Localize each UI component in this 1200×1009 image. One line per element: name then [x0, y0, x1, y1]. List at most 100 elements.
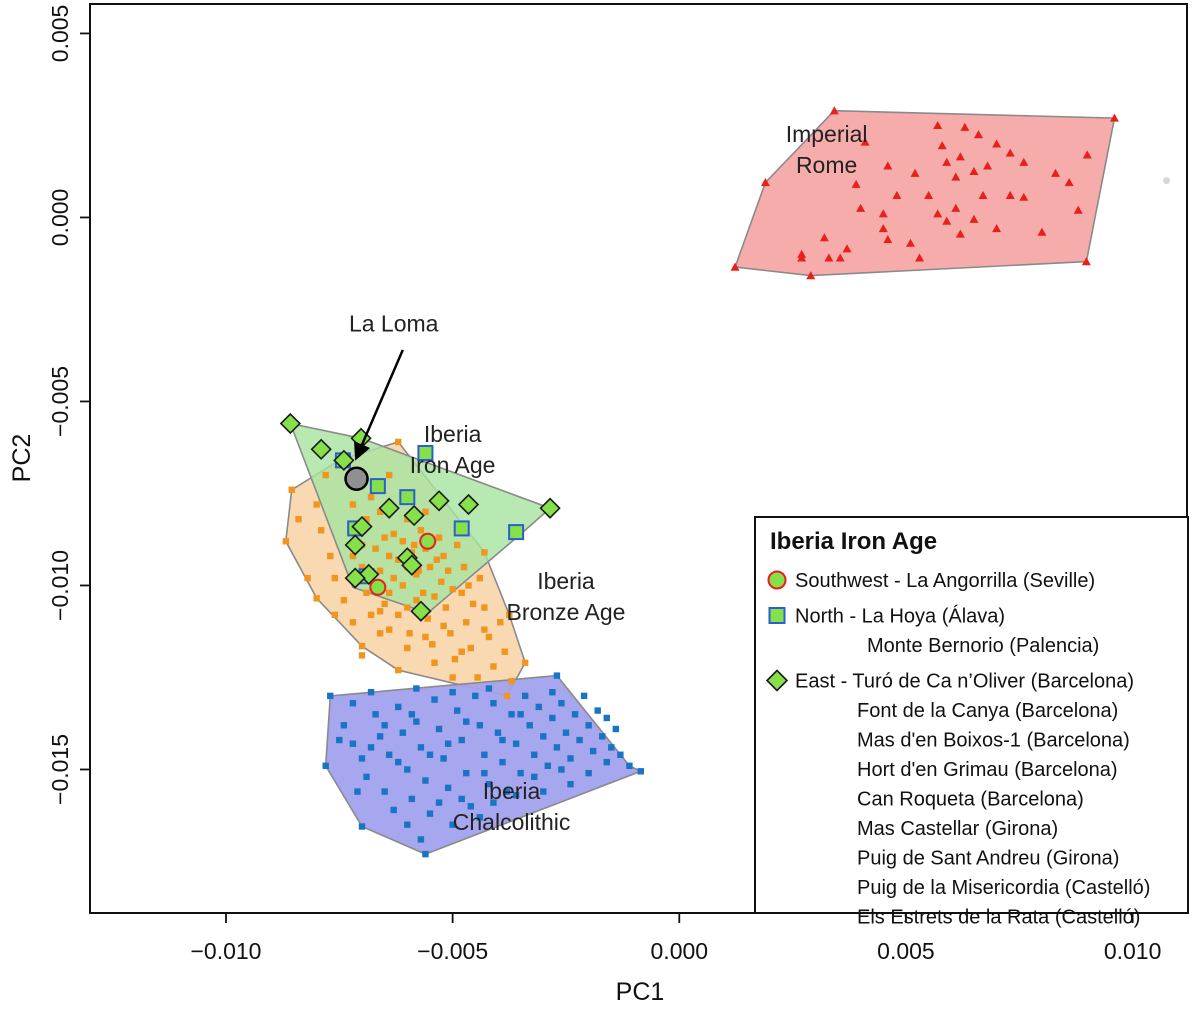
point-iberia-chalcolithic-45	[531, 751, 538, 758]
point-iberia-bronze-age-64	[426, 563, 434, 571]
point-iberia-bronze-age-36	[442, 604, 450, 611]
legend: Iberia Iron Age Southwest - La Angorrilla…	[754, 516, 1189, 929]
legend-entry-2-line-6: Puig de Sant Andreu (Girona)	[857, 848, 1119, 870]
point-east-tur-de-ca-n-oliver-barcel-6	[428, 490, 450, 512]
group-label-2-line-1: Bronze Age	[507, 599, 626, 625]
point-imperial-rome-31	[797, 253, 807, 262]
point-iberia-bronze-age-24	[390, 530, 397, 538]
point-east-tur-de-ca-n-oliver-barcel-10	[344, 534, 366, 556]
point-imperial-rome-3	[806, 271, 816, 280]
point-imperial-rome-42	[1051, 168, 1061, 177]
point-iberia-bronze-age-9	[395, 438, 402, 446]
point-iberia-chalcolithic-22	[426, 810, 434, 817]
point-iberia-chalcolithic-72	[476, 814, 484, 821]
point-imperial-rome-13	[969, 166, 979, 176]
annotations: Imperial Rome Iberia Iron Age Iberia Bronze A…	[349, 121, 868, 835]
point-iberia-chalcolithic-59	[594, 707, 601, 714]
point-iberia-bronze-age-52	[363, 516, 370, 523]
point-iberia-bronze-age-31	[419, 589, 427, 597]
point-iberia-bronze-age-27	[404, 604, 411, 611]
point-iberia-chalcolithic-96	[558, 766, 565, 773]
point-iberia-chalcolithic-86	[585, 769, 592, 777]
point-iberia-chalcolithic-75	[413, 685, 420, 692]
point-imperial-rome-36	[1019, 157, 1029, 166]
point-imperial-rome-16	[978, 190, 988, 199]
point-iberia-bronze-age-89	[422, 508, 429, 516]
point-iberia-bronze-age-74	[476, 574, 484, 582]
point-iberia-bronze-age-75	[481, 626, 488, 633]
point-iberia-chalcolithic-46	[535, 703, 542, 711]
la-loma-arrow	[354, 349, 404, 461]
point-iberia-bronze-age-44	[485, 633, 493, 641]
point-imperial-rome-41	[1082, 150, 1092, 159]
point-iberia-chalcolithic-33	[476, 722, 484, 729]
point-iberia-bronze-age-79	[431, 659, 438, 666]
point-east-tur-de-ca-n-oliver-barcel-5	[403, 504, 425, 527]
point-iberia-chalcolithic-57	[585, 722, 592, 729]
point-imperial-rome-44	[933, 209, 943, 218]
point-iberia-chalcolithic-10	[363, 773, 370, 781]
point-iberia-bronze-age-82	[331, 611, 338, 619]
point-imperial-rome-29	[824, 253, 834, 262]
point-iberia-chalcolithic-84	[549, 688, 556, 696]
point-iberia-bronze-age-26	[399, 582, 406, 589]
point-la-loma-0	[344, 466, 369, 491]
point-iberia-chalcolithic-69	[417, 836, 425, 843]
point-iberia-bronze-age-23	[385, 626, 393, 633]
point-iberia-bronze-age-30	[415, 567, 422, 574]
point-imperial-rome-2	[1081, 257, 1091, 266]
legend-entry-2-line-1: Font de la Canya (Barcelona)	[857, 700, 1118, 722]
point-iberia-bronze-age-68	[444, 567, 452, 574]
point-iberia-bronze-age-33	[429, 641, 436, 648]
point-iberia-chalcolithic-47	[540, 733, 547, 740]
point-iberia-chalcolithic-20	[417, 744, 425, 751]
point-iberia-bronze-age-39	[458, 589, 465, 597]
point-iberia-bronze-age-41	[467, 644, 474, 652]
point-iberia-chalcolithic-9	[358, 755, 366, 762]
point-iberia-chalcolithic-74	[512, 792, 520, 799]
point-iberia-bronze-age-66	[435, 534, 443, 541]
point-iberia-chalcolithic-29	[458, 736, 465, 744]
point-east-tur-de-ca-n-oliver-barcel-2	[333, 449, 355, 471]
point-iberia-chalcolithic-94	[517, 711, 524, 718]
point-imperial-rome-15	[942, 157, 952, 166]
y-tick-label-2: −0.005	[47, 366, 73, 437]
point-imperial-rome-43	[1005, 190, 1015, 199]
point-imperial-rome-33	[905, 238, 915, 247]
point-imperial-rome-23	[860, 137, 870, 146]
point-iberia-chalcolithic-62	[608, 744, 615, 751]
point-iberia-chalcolithic-18	[408, 795, 416, 803]
point-imperial-rome-21	[910, 168, 920, 177]
point-iberia-chalcolithic-67	[390, 806, 397, 814]
legend-marker-2	[765, 669, 789, 692]
point-iberia-chalcolithic-88	[336, 736, 343, 744]
point-imperial-rome-12	[1005, 148, 1015, 157]
point-imperial-rome-45	[892, 190, 902, 199]
point-iberia-chalcolithic-2	[626, 762, 633, 769]
point-imperial-rome-47	[983, 161, 993, 170]
point-iberia-bronze-age-35	[438, 578, 445, 585]
point-southwest-la-angorrilla-sevill-0	[419, 532, 437, 550]
point-iberia-chalcolithic-24	[435, 725, 443, 733]
point-iberia-bronze-age-37	[447, 630, 454, 637]
y-tick-label-3: −0.010	[47, 550, 73, 621]
point-iberia-bronze-age-80	[449, 674, 456, 681]
y-axis-label: PC2	[8, 434, 36, 483]
point-iberia-chalcolithic-66	[367, 688, 375, 696]
point-iberia-bronze-age-8	[481, 549, 488, 556]
point-imperial-rome-10	[955, 152, 965, 161]
point-iberia-chalcolithic-68	[404, 821, 411, 828]
point-north-la-hoya-lava-monte-berno-5	[453, 520, 470, 537]
point-east-tur-de-ca-n-oliver-barcel-9	[351, 515, 373, 538]
group-label-2-line-0: Iberia	[537, 568, 595, 594]
point-imperial-rome-27	[842, 244, 852, 253]
point-iberia-bronze-age-42	[474, 674, 481, 681]
point-iberia-bronze-age-46	[497, 619, 504, 626]
point-iberia-chalcolithic-16	[399, 729, 406, 736]
point-iberia-bronze-age-76	[413, 596, 420, 604]
point-east-tur-de-ca-n-oliver-barcel-1	[310, 438, 332, 460]
point-iberia-chalcolithic-38	[499, 758, 506, 766]
legend-entry-2-line-3: Hort d'en Grimau (Barcelona)	[857, 759, 1118, 781]
y-tick-label-1: 0.000	[47, 189, 73, 247]
point-iberia-bronze-age-34	[433, 556, 440, 563]
